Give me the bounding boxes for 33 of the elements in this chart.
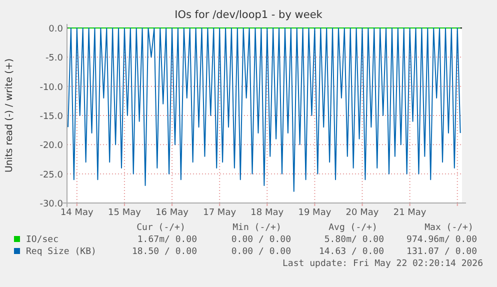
text: 5.80m/ 0.00 — [324, 235, 384, 245]
text: Avg (-/+) — [328, 223, 378, 233]
x-tick-label: 16 May — [156, 208, 190, 218]
text: Cur (-/+) — [136, 223, 186, 233]
y-axis-title: Units read (-) / write (+) — [4, 58, 15, 173]
y-tick-label: -25.0 — [40, 170, 64, 180]
text: Last update: Fri May 22 02:20:14 2026 — [282, 259, 483, 269]
x-tick-label: 18 May — [250, 208, 284, 218]
text: 974.96m/ 0.00 — [406, 235, 477, 245]
text: 0.00 / 0.00 — [231, 247, 291, 257]
legend-label: IO/sec — [26, 235, 59, 245]
x-tick-label: 17 May — [203, 208, 237, 218]
text: 14.63 / 0.00 — [318, 247, 384, 257]
x-tick-label: 15 May — [108, 208, 142, 218]
x-tick-label: 20 May — [346, 208, 380, 218]
y-tick-label: -30.0 — [40, 200, 64, 210]
y-tick-label: 0.0 — [48, 24, 64, 34]
text: 1.67m/ 0.00 — [137, 235, 197, 245]
x-tick-label: 19 May — [298, 208, 332, 218]
chart-title: IOs for /dev/loop1 - by week — [174, 9, 324, 21]
line-series — [67, 28, 461, 192]
legend-label: Req Size (KB) — [26, 247, 96, 257]
text: 0.00 / 0.00 — [231, 235, 291, 245]
y-tick-label: -5.0 — [45, 54, 64, 64]
text: Min (-/+) — [232, 223, 282, 233]
y-tick-label: -20.0 — [40, 141, 64, 152]
text: 131.07 / 0.00 — [406, 247, 477, 257]
y-tick-label: -10.0 — [40, 82, 64, 93]
x-tick-label: 14 May — [60, 208, 94, 218]
y-tick-label: -15.0 — [40, 112, 64, 122]
text: Max (-/+) — [424, 223, 474, 233]
text: 18.50 / 0.00 — [132, 247, 197, 257]
x-tick-label: 21 May — [393, 208, 427, 218]
